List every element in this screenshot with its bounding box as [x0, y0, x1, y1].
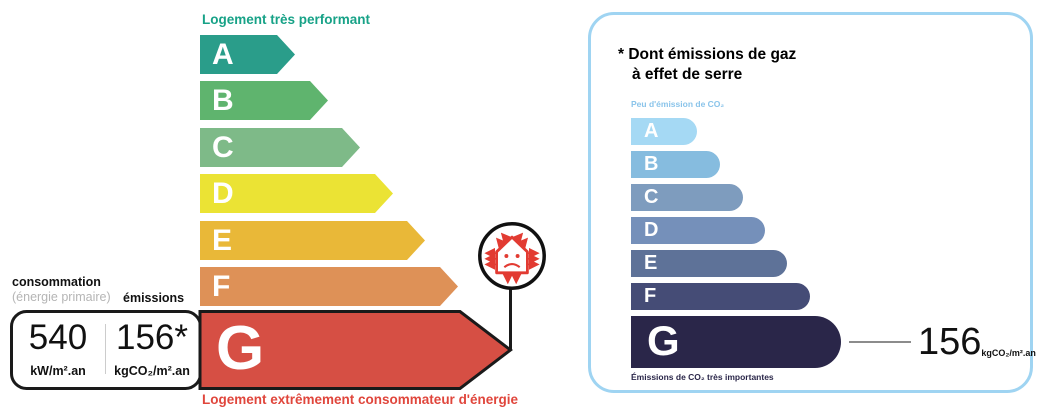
- ges-class-f-bar: F: [631, 283, 810, 310]
- house-outline: [495, 235, 529, 275]
- ges-class-a-letter: A: [644, 120, 659, 142]
- ges-class-a-bar: A: [631, 118, 697, 145]
- ges-class-b-letter: B: [644, 153, 659, 175]
- energy-scale-bottom-label: Logement extrêmement consommateur d'éner…: [202, 392, 519, 407]
- ges-class-g-bar: G: [631, 316, 841, 368]
- house-eye-right: [515, 254, 520, 258]
- energy-class-g-row-shape: [10, 310, 513, 390]
- emissions-label: émissions: [123, 291, 185, 305]
- energy-class-e-arrow: E: [200, 221, 425, 260]
- ges-class-b-bar: B: [631, 151, 720, 178]
- house-icon-connector-line: [509, 288, 512, 350]
- ges-class-c-letter: C: [644, 186, 659, 208]
- energy-class-d-arrow: D: [200, 174, 393, 213]
- energy-class-b-arrow: B: [200, 81, 328, 120]
- ges-class-g-letter: G: [647, 317, 680, 364]
- energy-class-a-letter: A: [212, 38, 234, 71]
- heat-loss-arrows: [484, 232, 540, 285]
- ges-value-unit: kgCO₂/m².an: [981, 348, 1036, 358]
- consumption-label-block: consommation (énergie primaire): [12, 275, 111, 305]
- consumption-unit: kW/m².an: [30, 364, 86, 378]
- ges-title-line1: * Dont émissions de gaz: [618, 46, 797, 63]
- energy-class-b-letter: B: [212, 84, 234, 117]
- consumption-label: consommation: [12, 275, 101, 289]
- ges-class-f-letter: F: [644, 285, 657, 307]
- energy-class-a-arrow: A: [200, 35, 295, 74]
- energy-class-c-arrow: C: [200, 128, 360, 167]
- emissions-unit: kgCO₂/m².an: [114, 364, 190, 378]
- ges-panel-title: * Dont émissions de gaz à effet de serre: [618, 45, 796, 85]
- energy-class-g-arrow: [198, 310, 513, 390]
- ges-value-block: 156 kgCO₂/m².an: [918, 321, 1036, 363]
- ges-panel: * Dont émissions de gaz à effet de serre…: [588, 12, 1036, 393]
- ges-value-connector-line: [849, 341, 911, 343]
- consumption-sublabel: (énergie primaire): [12, 290, 111, 304]
- energy-class-g-letter: G: [216, 314, 265, 383]
- ges-title-line2: à effet de serre: [632, 66, 743, 83]
- energy-class-f-letter: F: [212, 270, 231, 303]
- ges-class-c-bar: C: [631, 184, 743, 211]
- energy-class-c-letter: C: [212, 131, 234, 164]
- energy-class-d-letter: D: [212, 177, 234, 210]
- icon-circle: [478, 222, 546, 290]
- ges-scale-bottom-label: Émissions de CO₂ très importantes: [631, 372, 774, 382]
- ges-class-e-letter: E: [644, 252, 658, 274]
- ges-class-e-bar: E: [631, 250, 787, 277]
- house-frown: [503, 263, 521, 269]
- house-eye-left: [504, 254, 509, 258]
- emissions-value: 156*: [115, 318, 189, 357]
- ges-class-d-bar: D: [631, 217, 765, 244]
- result-box-divider: [105, 324, 106, 374]
- ges-scale-top-label: Peu d'émission de CO₂: [631, 99, 725, 109]
- consumption-value: 540: [28, 318, 88, 357]
- ges-class-d-letter: D: [644, 219, 659, 241]
- sad-house-icon: [478, 222, 546, 290]
- energy-scale-top-label: Logement très performant: [202, 12, 371, 27]
- energy-class-f-arrow: F: [200, 267, 458, 306]
- ges-value: 156: [918, 321, 982, 363]
- energy-class-e-letter: E: [212, 224, 233, 257]
